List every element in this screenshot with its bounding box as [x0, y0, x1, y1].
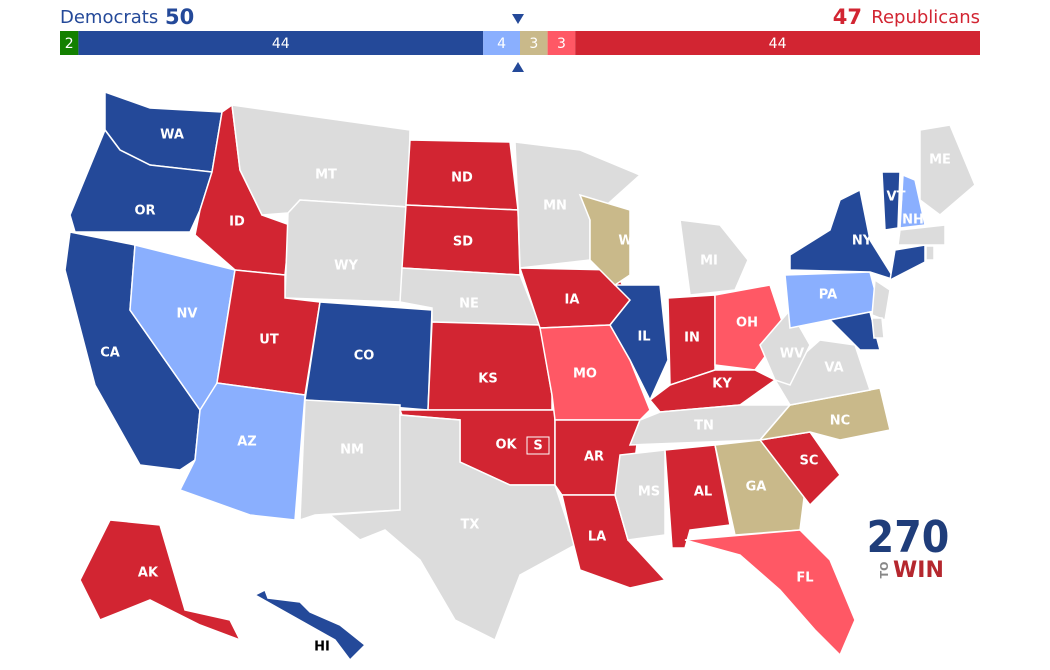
state-label: UT: [259, 333, 279, 348]
state-label: TN: [694, 419, 714, 434]
special-marker: S: [533, 439, 542, 454]
state-label: IA: [565, 293, 580, 308]
midpoint-marker: [512, 62, 524, 72]
state-label: AZ: [237, 435, 257, 450]
state-label: ND: [451, 171, 473, 186]
state: [871, 278, 891, 322]
state-label: VA: [824, 361, 843, 376]
bar-segment: [547, 31, 576, 55]
bar-segment-label: 3: [557, 36, 566, 52]
rep-total: 47: [833, 5, 862, 29]
state-label: WY: [334, 259, 358, 274]
bar-segment-label: 44: [272, 36, 290, 52]
state: [828, 311, 881, 351]
state-label: SD: [453, 235, 473, 250]
bar-segment-label: 44: [769, 36, 787, 52]
bar-segment: [575, 31, 980, 55]
bar-segment-label: 2: [65, 36, 74, 52]
state-label: OR: [134, 204, 155, 219]
state-label: NY: [852, 234, 873, 249]
state: [899, 173, 926, 229]
state: [897, 224, 946, 246]
state-label: IL: [637, 330, 650, 345]
state: [758, 387, 891, 442]
state-label: CA: [100, 346, 120, 361]
state-label: AK: [138, 566, 159, 581]
state-label: MN: [543, 199, 567, 214]
logo: 270 TO WIN: [867, 512, 950, 583]
state: [881, 171, 901, 231]
bar-segment: [483, 31, 520, 55]
special-marker-box: [526, 436, 550, 455]
dem-label: Democrats: [60, 7, 158, 28]
state-label: FL: [796, 571, 813, 586]
bar-segment: [60, 31, 79, 55]
bar-segment-label: 3: [529, 36, 538, 52]
state-label: SC: [800, 454, 819, 469]
bar-segment-label: 4: [497, 36, 506, 52]
state-label: NC: [830, 414, 850, 429]
state: [578, 193, 631, 286]
state: [328, 414, 576, 642]
logo-win: WIN: [893, 558, 944, 583]
state-label: IN: [684, 331, 700, 346]
state-label: VT: [887, 190, 906, 205]
state-label: MS: [638, 485, 660, 500]
state-label: MI: [700, 254, 718, 269]
state-label: NV: [177, 307, 198, 322]
logo-to: TO: [878, 562, 891, 579]
state-label: OH: [736, 316, 758, 331]
state: [789, 188, 897, 282]
state: [609, 284, 669, 402]
state-label: ME: [929, 153, 951, 168]
state: [253, 588, 367, 662]
midpoint-marker: [512, 14, 524, 24]
state-label: PA: [819, 288, 837, 303]
state-label: AL: [694, 485, 712, 500]
state: [925, 245, 935, 261]
state: [679, 219, 749, 296]
seat-bar: 2 44 4 3 3 44: [60, 31, 980, 55]
state: [889, 244, 926, 282]
state-label: CO: [354, 349, 375, 364]
state-label: KY: [712, 377, 732, 392]
state: [614, 449, 666, 541]
dem-total: 50: [165, 5, 194, 29]
state-label: MT: [315, 168, 337, 183]
bar-segment: [78, 31, 484, 55]
state-label: LA: [588, 530, 606, 545]
state: [714, 439, 806, 536]
state-label: WA: [160, 128, 184, 143]
state: [684, 529, 856, 657]
state-label: ID: [229, 215, 245, 230]
state: [284, 199, 409, 303]
state: [919, 124, 976, 216]
state: [299, 399, 401, 522]
logo-number: 270: [867, 512, 950, 563]
state-label: NE: [459, 297, 479, 312]
state: [231, 104, 411, 216]
state: [871, 317, 885, 339]
state-label: WI: [618, 234, 637, 249]
state: [79, 519, 242, 642]
state: [427, 321, 553, 411]
state-label: MO: [573, 367, 597, 382]
state-label: OK: [495, 438, 517, 453]
state-label: NM: [340, 443, 364, 458]
state-label: KS: [478, 372, 497, 387]
state-label: GA: [746, 480, 767, 495]
state-label: NH: [902, 213, 924, 228]
map: WA OR CA ID NV MT WY UT AZ CO NM ND SD NE KS OK TX MN IA MO…: [64, 90, 976, 662]
state-label: HI: [314, 640, 330, 655]
bar-segment: [520, 31, 548, 55]
state: [774, 339, 871, 406]
state: [178, 382, 306, 521]
rep-label: Republicans: [871, 7, 980, 28]
state-label: WV: [780, 347, 804, 362]
state: [759, 308, 811, 386]
state-label: AR: [584, 450, 604, 465]
state-label: TX: [461, 518, 480, 533]
